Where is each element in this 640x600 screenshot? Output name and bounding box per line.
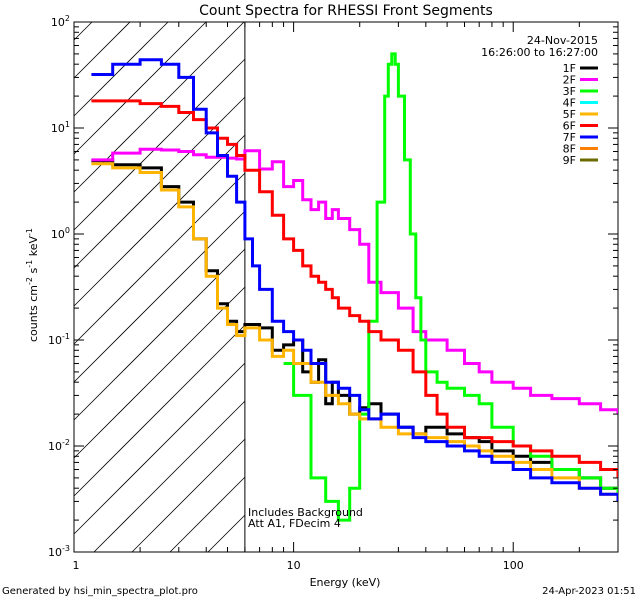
chart-title: Count Spectra for RHESSI Front Segments xyxy=(199,3,493,19)
series-line-2F xyxy=(91,147,618,415)
y-label-mid2: keV xyxy=(27,236,40,260)
date-label: 24-Nov-2015 xyxy=(527,34,598,47)
y-label-exp2: -1 xyxy=(25,260,34,268)
x-tick-label: 10 xyxy=(287,559,301,572)
y-axis-label: counts cm-2 s-1 keV-1 xyxy=(25,228,40,342)
hatch-line xyxy=(73,210,246,383)
plot-frame xyxy=(73,21,619,553)
hatch-line xyxy=(73,21,169,117)
hatch-line xyxy=(169,476,246,553)
hatch-line xyxy=(73,58,246,231)
legend-label-7F: 7F xyxy=(563,131,576,144)
x-tick-label: 1 xyxy=(73,559,80,572)
hatch-line xyxy=(73,172,246,345)
y-label-base: counts cm xyxy=(27,285,40,342)
y-tick-label: 10-2 xyxy=(48,438,70,453)
y-tick-label: 101 xyxy=(51,120,70,135)
legend-label-6F: 6F xyxy=(563,120,576,133)
hatch-line xyxy=(207,514,246,553)
annotation-attenuator: Att A1, FDecim 4 xyxy=(248,517,341,530)
hatch-line xyxy=(73,21,207,155)
annotation-background: Includes Background xyxy=(248,506,363,519)
time-range-label: 16:26:00 to 16:27:00 xyxy=(481,46,598,59)
series-line-5F xyxy=(91,162,618,502)
legend-label-3F: 3F xyxy=(563,85,576,98)
y-tick-label: 10-3 xyxy=(48,544,70,559)
legend-label-5F: 5F xyxy=(563,108,576,121)
footer-timestamp: 24-Apr-2023 01:51 xyxy=(542,586,636,597)
legend-label-2F: 2F xyxy=(563,74,576,87)
y-tick-label: 102 xyxy=(51,14,70,29)
hatch-line xyxy=(73,134,246,307)
hatch-line xyxy=(73,21,93,41)
legend-label-1F: 1F xyxy=(563,62,576,75)
legend-label-4F: 4F xyxy=(563,97,576,110)
hatch-line xyxy=(93,400,246,553)
y-label-exp3: -1 xyxy=(25,228,34,236)
axes: 10 100 110-3 10-2 10-1 100 101 102 xyxy=(48,14,619,572)
y-tick-label: 10-1 xyxy=(48,332,70,347)
y-label-exp1: -2 xyxy=(25,277,34,285)
series-line-7F xyxy=(91,58,618,502)
legend-label-8F: 8F xyxy=(563,143,576,156)
series-line-6F xyxy=(91,99,618,478)
hatch-line xyxy=(131,438,246,553)
x-axis-label: Energy (keV) xyxy=(310,576,381,589)
footer-generated-by: Generated by hsi_min_spectra_plot.pro xyxy=(2,586,198,597)
hatch-line xyxy=(73,96,246,269)
hatch-line xyxy=(73,362,246,535)
hatch-line xyxy=(73,248,246,421)
legend-label-9F: 9F xyxy=(563,154,576,167)
series-layer xyxy=(91,52,618,522)
y-tick-label: 100 xyxy=(51,226,70,241)
hatch-line xyxy=(73,286,246,459)
hatch-line xyxy=(73,21,131,79)
hatch-line xyxy=(73,324,246,497)
series-line-1F xyxy=(91,159,618,502)
y-label-mid1: s xyxy=(27,267,40,276)
x-tick-label: 100 xyxy=(503,559,524,572)
